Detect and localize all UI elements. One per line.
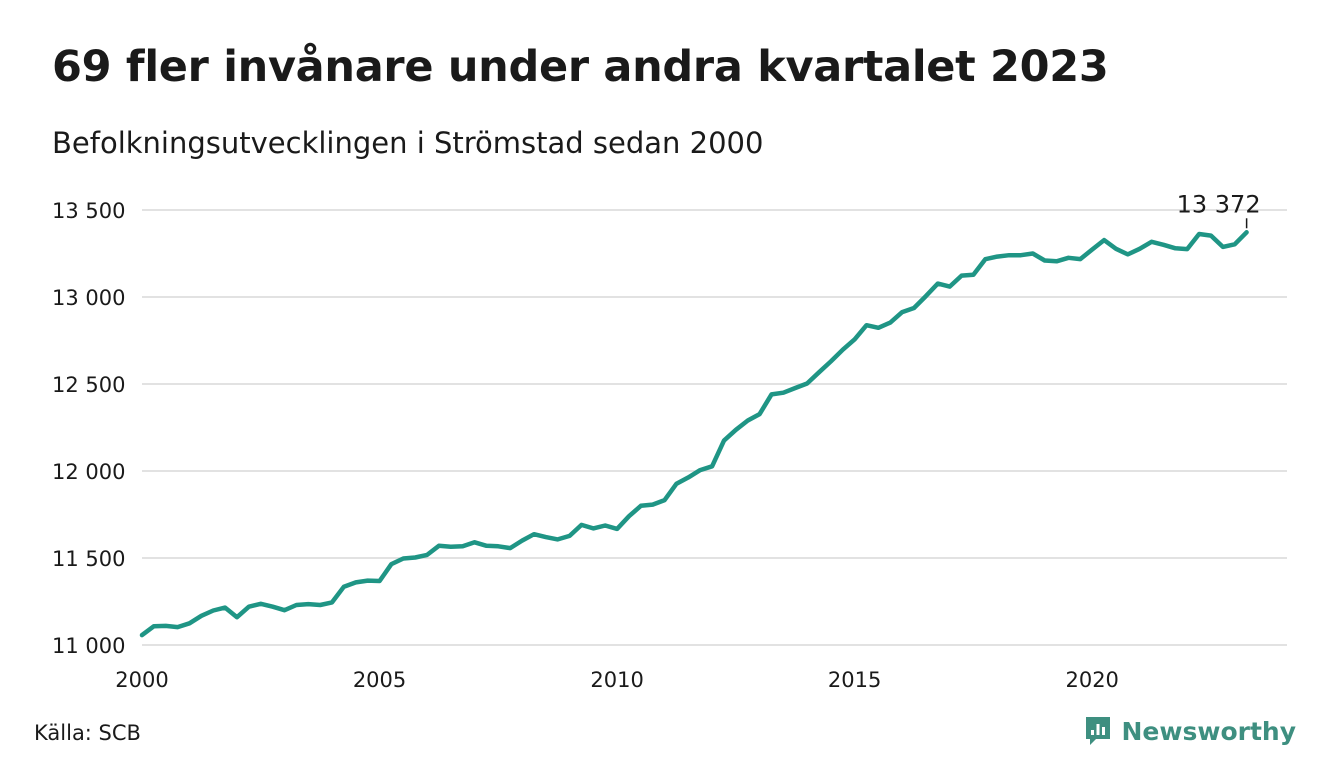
line-chart: 11 000 11 500 12 000 12 500 13 000 13 500 200… — [52, 190, 1287, 692]
y-tick-label: 13 000 — [52, 286, 125, 310]
y-tick-label: 12 500 — [52, 373, 125, 397]
end-label-layer: 13 372 — [1177, 190, 1261, 229]
y-axis-ticks: 11 000 11 500 12 000 12 500 13 000 13 500 — [52, 199, 125, 658]
grid-lines — [142, 209, 1287, 646]
source-note: Källa: SCB — [34, 721, 141, 745]
y-tick-label: 11 000 — [52, 634, 125, 658]
y-tick-label: 11 500 — [52, 547, 125, 571]
series-layer — [139, 230, 1249, 638]
series-line — [139, 230, 1249, 638]
x-tick-label: 2005 — [353, 668, 406, 692]
chart-title: 69 fler invånare under andra kvartalet 2… — [52, 42, 1109, 92]
brand-logo: Newsworthy — [1084, 715, 1297, 747]
end-value-label: 13 372 — [1177, 190, 1261, 218]
y-tick-label: 12 000 — [52, 460, 125, 484]
y-tick-label: 13 500 — [52, 199, 125, 223]
brand-name: Newsworthy — [1121, 716, 1297, 746]
x-tick-label: 2000 — [115, 668, 168, 692]
x-tick-label: 2020 — [1065, 668, 1118, 692]
newsworthy-logo-icon — [1085, 717, 1110, 745]
x-axis-ticks: 2000 2005 2010 2015 2020 — [115, 668, 1119, 692]
x-tick-label: 2015 — [828, 668, 881, 692]
x-tick-label: 2010 — [590, 668, 643, 692]
chart-subtitle: Befolkningsutvecklingen i Strömstad seda… — [52, 126, 764, 160]
